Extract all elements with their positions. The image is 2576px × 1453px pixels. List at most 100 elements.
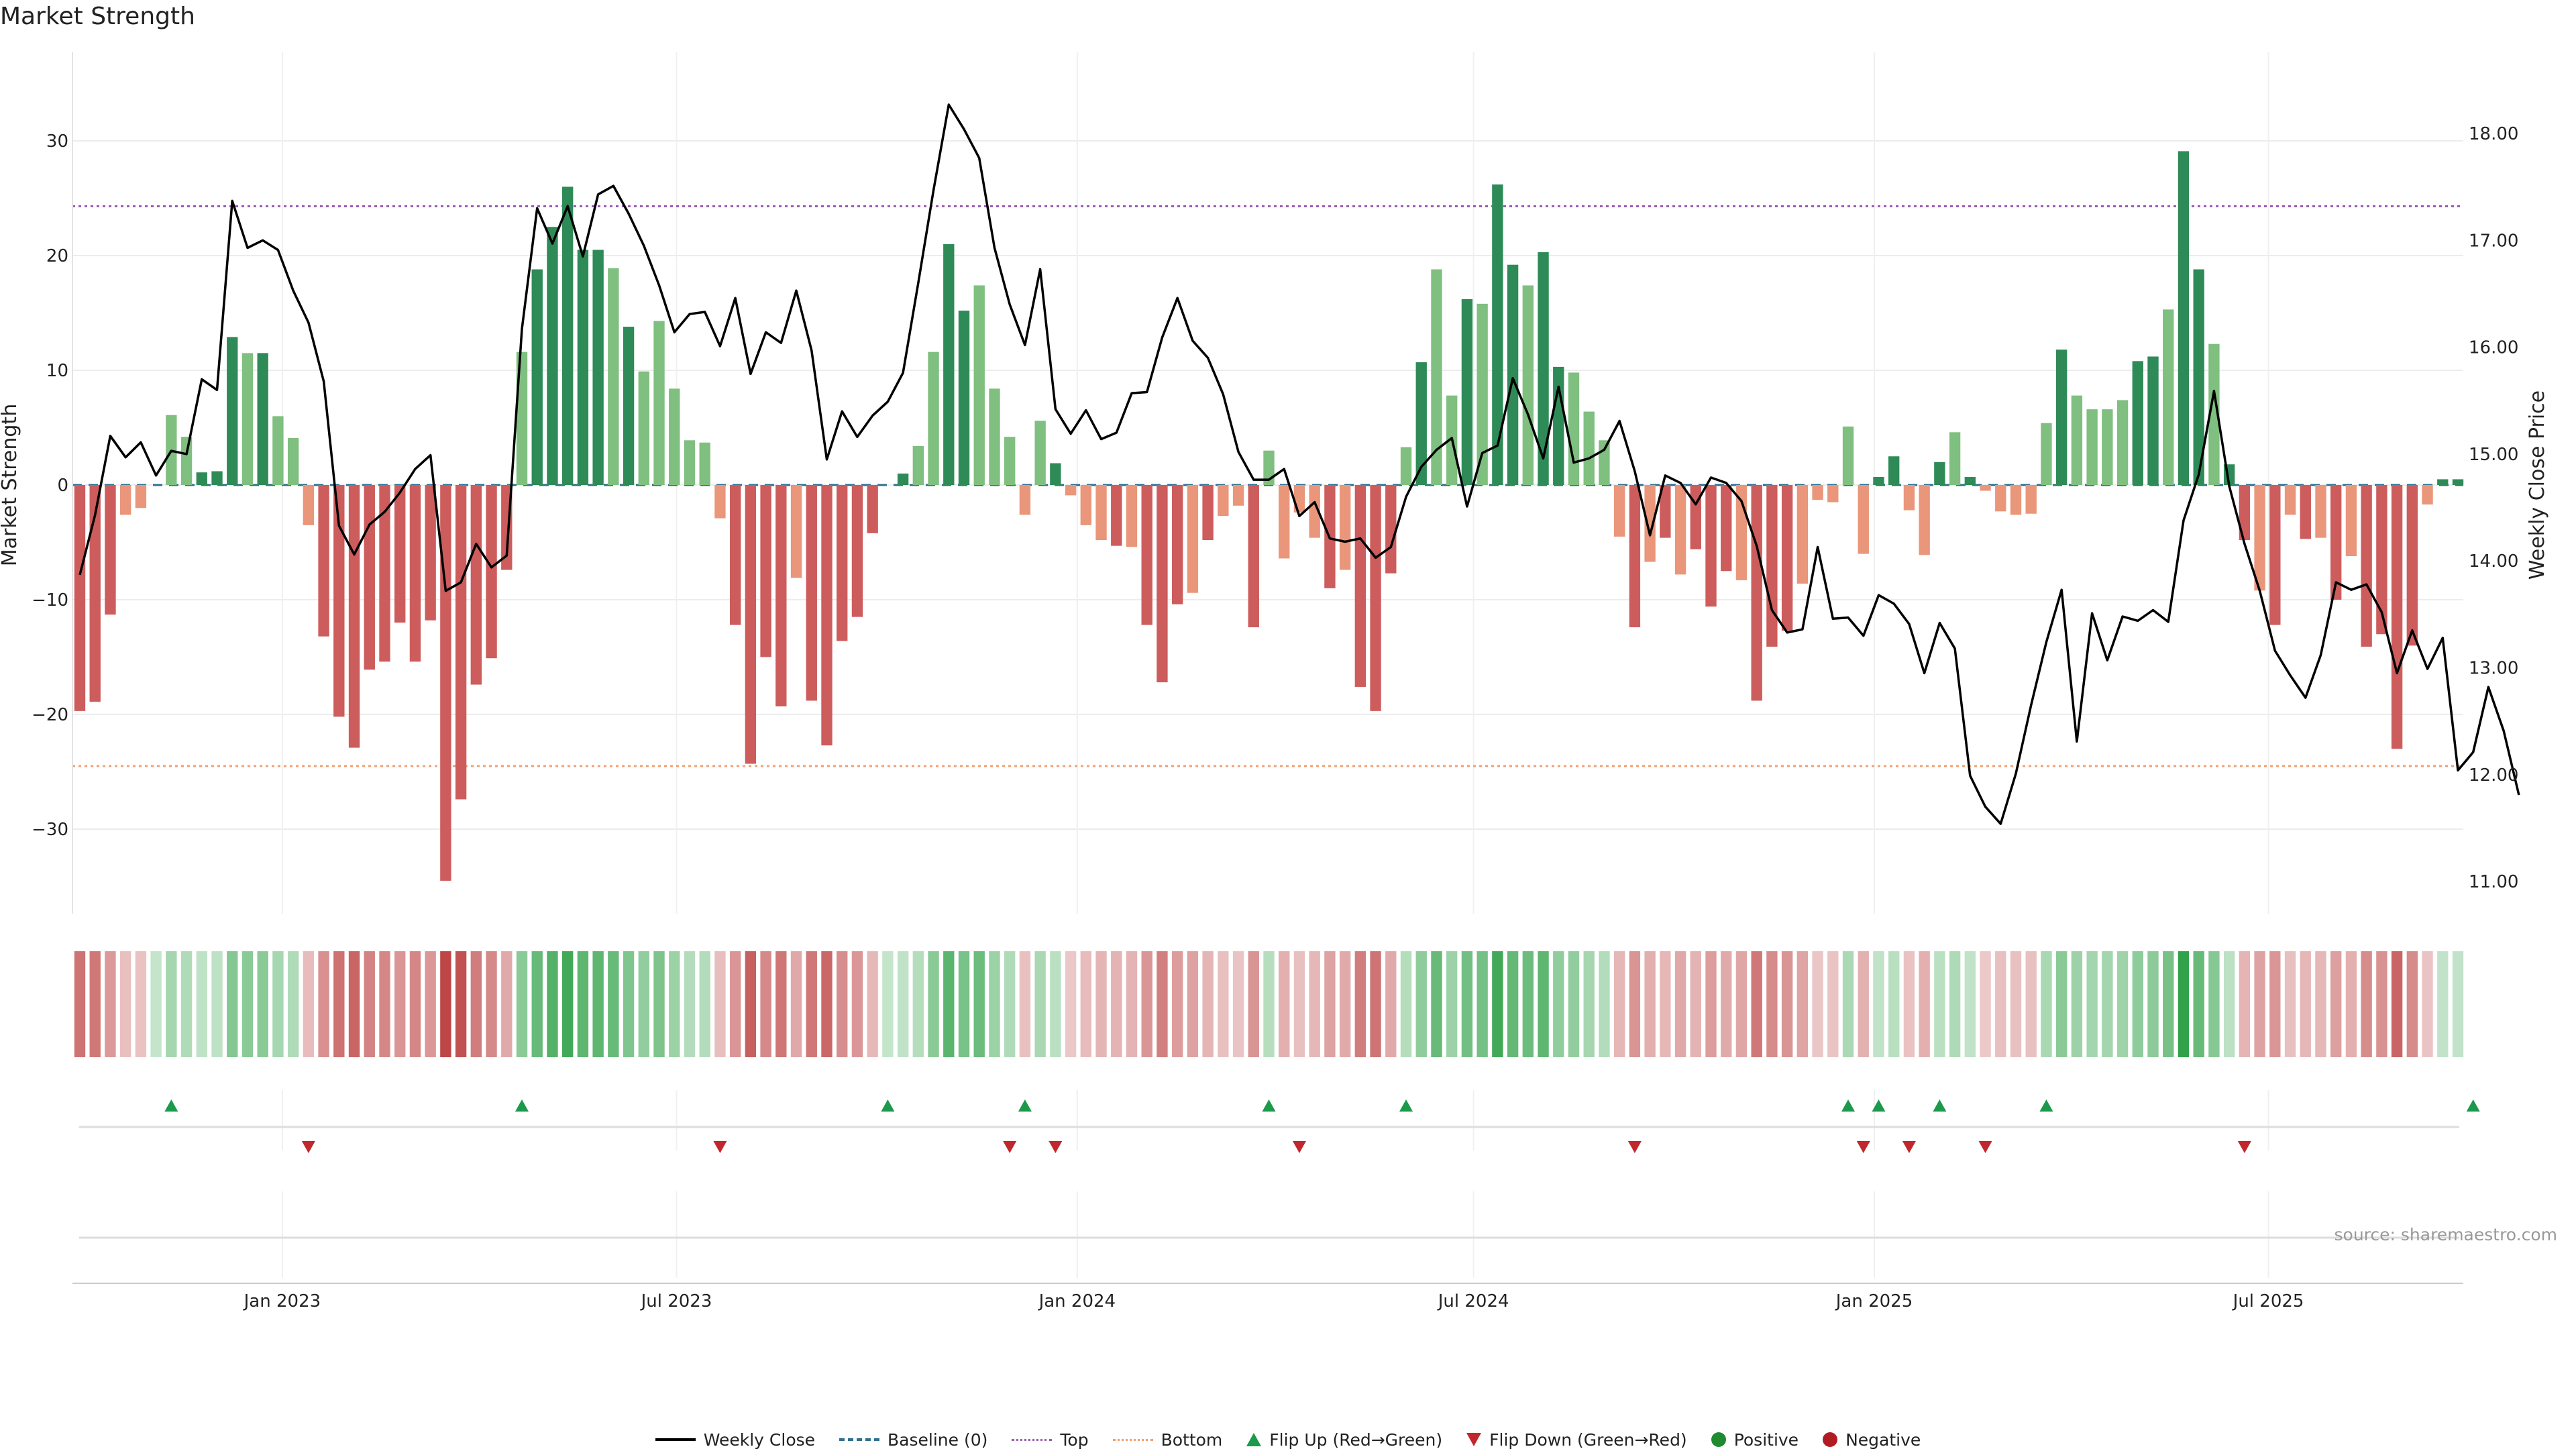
heat-cell: [760, 951, 771, 1057]
heat-cell: [1980, 951, 1990, 1057]
heat-cell: [258, 951, 268, 1057]
strength-bar: [197, 472, 207, 485]
heat-cell: [700, 951, 710, 1057]
heat-cell: [1233, 951, 1244, 1057]
legend-label: Baseline (0): [888, 1430, 987, 1450]
heat-cell: [2147, 951, 2158, 1057]
heat-cell: [578, 951, 588, 1057]
strength-bar: [2133, 361, 2143, 485]
heat-cell: [2102, 951, 2112, 1057]
heat-strip: [74, 951, 2463, 1057]
strength-bar: [1553, 367, 1564, 485]
heat-cell: [181, 951, 192, 1057]
heat-cell: [1034, 951, 1045, 1057]
strength-bar: [1355, 485, 1366, 687]
heat-cell: [806, 951, 817, 1057]
strength-bar: [1095, 485, 1106, 540]
legend-item-top: Top: [1012, 1430, 1088, 1450]
heat-cell: [1065, 951, 1076, 1057]
right-axis-title: Weekly Close Price: [2526, 390, 2549, 580]
strength-bar: [1965, 477, 1976, 485]
heat-cell: [2056, 951, 2067, 1057]
strength-bar: [136, 485, 146, 508]
flip-up-marker: [2467, 1099, 2480, 1112]
strength-bar: [943, 244, 954, 485]
heat-cell: [837, 951, 847, 1057]
right-tick-label: 11.00: [2469, 872, 2518, 892]
legend-item-weekly-close: Weekly Close: [655, 1430, 815, 1450]
heat-cell: [1599, 951, 1609, 1057]
flip-up-marker: [1263, 1099, 1276, 1112]
strength-bar: [1934, 462, 1945, 485]
heat-cell: [2086, 951, 2097, 1057]
heat-cell: [669, 951, 680, 1057]
heat-cell: [1309, 951, 1320, 1057]
strength-bar: [1827, 485, 1838, 502]
strength-bar: [410, 485, 421, 661]
heat-cell: [1675, 951, 1686, 1057]
strength-bar: [592, 250, 603, 485]
strength-bar: [2285, 485, 2296, 515]
grid-layer: [72, 52, 2463, 1278]
heat-cell: [2346, 951, 2357, 1057]
heat-cell: [120, 951, 131, 1057]
strength-bar: [1142, 485, 1152, 625]
heat-cell: [608, 951, 619, 1057]
heat-cell: [1965, 951, 1976, 1057]
strength-bar: [1766, 485, 1777, 647]
heat-cell: [1736, 951, 1747, 1057]
strength-bar: [2163, 309, 2174, 485]
strength-bar: [1172, 485, 1183, 604]
strength-bar: [1004, 437, 1015, 485]
strength-bar: [547, 227, 557, 485]
strength-bar: [1370, 485, 1381, 711]
heat-cell: [730, 951, 741, 1057]
heat-cell: [303, 951, 314, 1057]
heat-cell: [1020, 951, 1030, 1057]
strength-bar: [913, 446, 924, 485]
heat-cell: [852, 951, 863, 1057]
heat-cell: [898, 951, 908, 1057]
heat-cell: [1843, 951, 1854, 1057]
heat-cell: [562, 951, 573, 1057]
heat-cell: [2208, 951, 2219, 1057]
heat-cell: [440, 951, 451, 1057]
strength-bar: [1584, 412, 1595, 485]
strength-bar: [2010, 485, 2021, 515]
heat-cell: [2117, 951, 2128, 1057]
heat-cell: [272, 951, 283, 1057]
heat-cell: [1660, 951, 1670, 1057]
heat-cell: [1218, 951, 1228, 1057]
heat-cell: [639, 951, 649, 1057]
heat-cell: [2285, 951, 2296, 1057]
left-axis-title: Market Strength: [0, 404, 21, 566]
heat-cell: [974, 951, 985, 1057]
heat-cell: [1187, 951, 1198, 1057]
strength-bar: [120, 485, 131, 515]
strength-bar: [1843, 427, 1854, 485]
flip-down-marker: [1628, 1141, 1642, 1153]
heat-cell: [1934, 951, 1945, 1057]
strength-bar: [425, 485, 435, 621]
triangle-down-icon: [1466, 1433, 1481, 1446]
strength-bar: [1614, 485, 1625, 537]
strength-bar: [1751, 485, 1762, 700]
heat-cell: [2163, 951, 2174, 1057]
strength-bar: [2086, 409, 2097, 485]
heat-cell: [1888, 951, 1899, 1057]
strength-bar: [1995, 485, 2006, 511]
heat-cell: [425, 951, 435, 1057]
heat-cell: [532, 951, 543, 1057]
axes: −30−20−10010203011.0012.0013.0014.0015.0…: [0, 52, 2549, 1311]
heat-cell: [2133, 951, 2143, 1057]
strength-bar: [1034, 421, 1045, 485]
strength-bar: [1020, 485, 1030, 515]
heat-cell: [1446, 951, 1457, 1057]
heat-cell: [1690, 951, 1701, 1057]
strength-bar: [486, 485, 496, 658]
heat-cell: [74, 951, 85, 1057]
strength-bar: [1507, 265, 1518, 485]
flip-up-marker: [1018, 1099, 1032, 1112]
heat-cell: [623, 951, 634, 1057]
right-tick-label: 16.00: [2469, 338, 2518, 358]
